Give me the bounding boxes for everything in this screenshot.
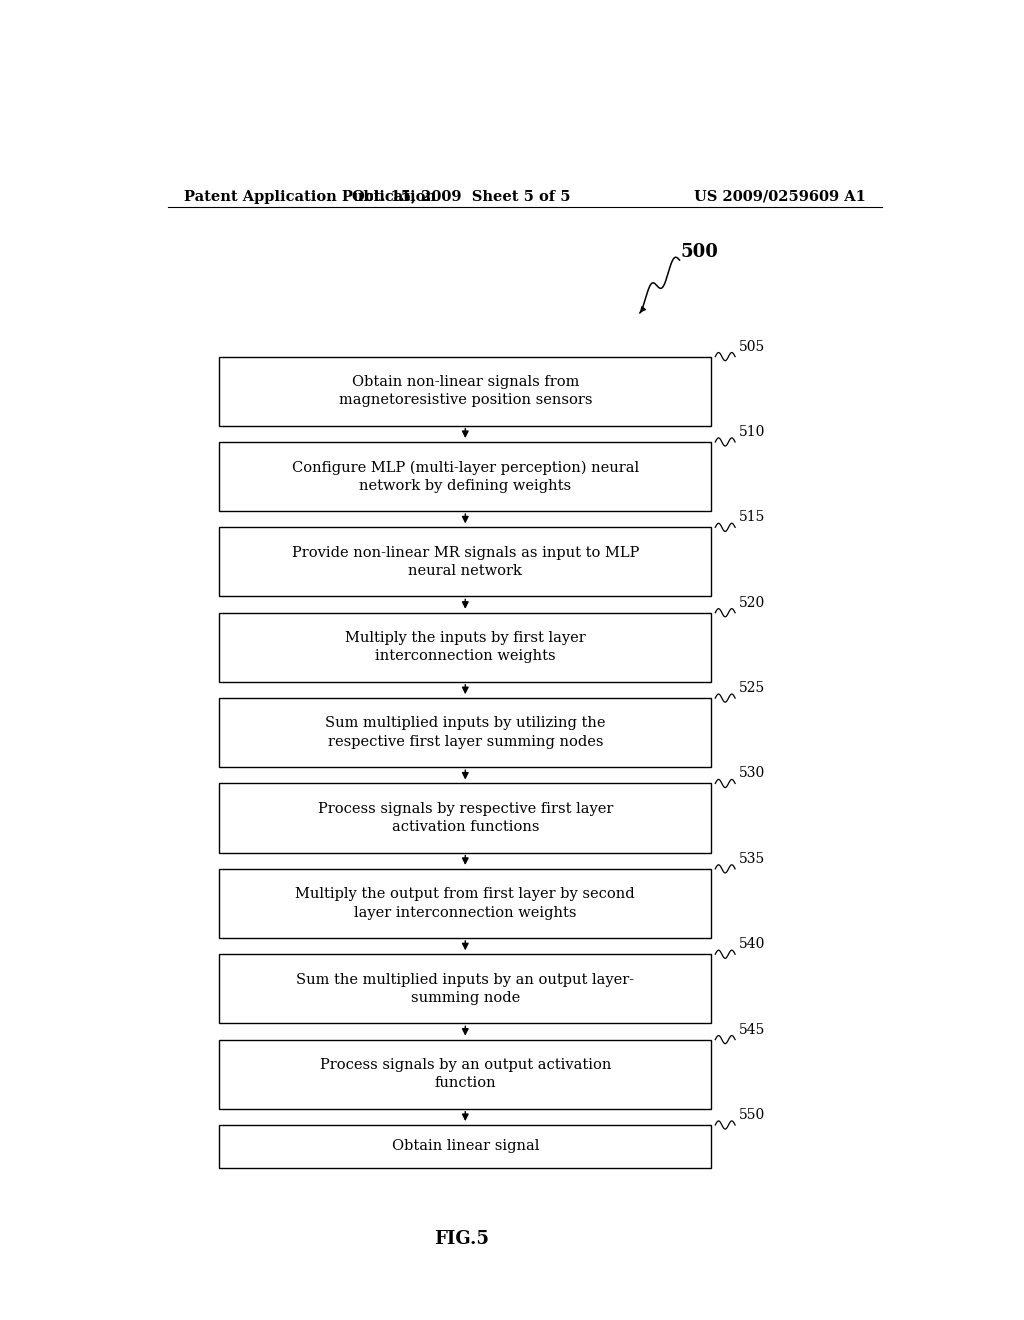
- Text: Obtain linear signal: Obtain linear signal: [391, 1139, 539, 1154]
- Text: Sum multiplied inputs by utilizing the
respective first layer summing nodes: Sum multiplied inputs by utilizing the r…: [325, 717, 605, 748]
- Text: 545: 545: [739, 1023, 766, 1036]
- Bar: [219, 954, 712, 1023]
- Text: Process signals by respective first layer
activation functions: Process signals by respective first laye…: [317, 801, 613, 834]
- Text: 550: 550: [739, 1107, 765, 1122]
- Text: 530: 530: [739, 767, 765, 780]
- Text: Oct. 15, 2009  Sheet 5 of 5: Oct. 15, 2009 Sheet 5 of 5: [352, 190, 570, 203]
- Text: 500: 500: [681, 243, 718, 261]
- Bar: [219, 442, 712, 511]
- Text: 535: 535: [739, 851, 765, 866]
- Text: 510: 510: [739, 425, 766, 440]
- Bar: [219, 784, 712, 853]
- Bar: [219, 356, 712, 426]
- Text: Process signals by an output activation
function: Process signals by an output activation …: [319, 1057, 611, 1090]
- Text: Sum the multiplied inputs by an output layer-
summing node: Sum the multiplied inputs by an output l…: [296, 973, 634, 1005]
- Text: 520: 520: [739, 595, 765, 610]
- Text: Obtain non-linear signals from
magnetoresistive position sensors: Obtain non-linear signals from magnetore…: [339, 375, 592, 408]
- Text: 525: 525: [739, 681, 765, 696]
- Text: FIG.5: FIG.5: [434, 1230, 488, 1247]
- Bar: [219, 612, 712, 682]
- Text: 515: 515: [739, 511, 766, 524]
- Text: 540: 540: [739, 937, 766, 952]
- Bar: [219, 1040, 712, 1109]
- Bar: [219, 869, 712, 939]
- Bar: [219, 698, 712, 767]
- Text: Multiply the output from first layer by second
layer interconnection weights: Multiply the output from first layer by …: [296, 887, 635, 920]
- Bar: [219, 1125, 712, 1168]
- Text: Patent Application Publication: Patent Application Publication: [183, 190, 435, 203]
- Text: Multiply the inputs by first layer
interconnection weights: Multiply the inputs by first layer inter…: [345, 631, 586, 664]
- Text: 505: 505: [739, 339, 765, 354]
- Text: Configure MLP (multi-layer perception) neural
network by defining weights: Configure MLP (multi-layer perception) n…: [292, 461, 639, 492]
- Text: Provide non-linear MR signals as input to MLP
neural network: Provide non-linear MR signals as input t…: [292, 545, 639, 578]
- Text: US 2009/0259609 A1: US 2009/0259609 A1: [694, 190, 866, 203]
- Bar: [219, 528, 712, 597]
